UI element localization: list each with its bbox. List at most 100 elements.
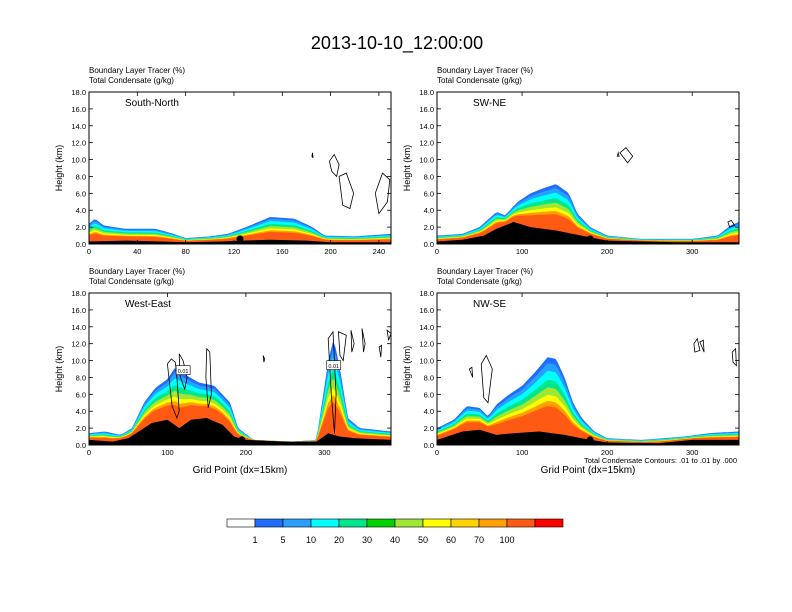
x-tick-label: 0 bbox=[87, 247, 91, 256]
colorbar-label: 10 bbox=[306, 535, 316, 545]
x-tick-label: 200 bbox=[324, 247, 337, 256]
y-tick-label: 14.0 bbox=[419, 122, 434, 131]
x-tick-label: 0 bbox=[87, 448, 91, 457]
x-tick-label: 120 bbox=[228, 247, 241, 256]
contour-note: Total Condensate Contours: .01 to .01 by… bbox=[584, 456, 737, 465]
x-tick-label: 240 bbox=[373, 247, 386, 256]
condensate-contour bbox=[374, 172, 391, 215]
colorbar: 1 5 10 20 30 40 50 60 70 100 bbox=[226, 518, 564, 545]
colorbar-label: 40 bbox=[390, 535, 400, 545]
y-tick-label: 2.0 bbox=[424, 424, 434, 433]
y-tick-label: 16.0 bbox=[71, 105, 86, 114]
y-tick-label: 4.0 bbox=[424, 206, 434, 215]
x-tick-label: 100 bbox=[161, 448, 174, 457]
y-tick-label: 16.0 bbox=[419, 105, 434, 114]
condensate-contour bbox=[350, 330, 355, 353]
condensate-contour bbox=[727, 219, 736, 228]
condensate-contour bbox=[480, 354, 493, 404]
legend-line: Total Condensate (g/kg) bbox=[437, 277, 522, 286]
y-tick-label: 8.0 bbox=[76, 172, 86, 181]
plot-frame bbox=[88, 91, 392, 245]
panel-south-north: Boundary Layer Tracer (%)Total Condensat… bbox=[54, 66, 392, 256]
legend-line: Boundary Layer Tracer (%) bbox=[437, 66, 533, 75]
y-tick-label: 4.0 bbox=[76, 407, 86, 416]
y-tick-label: 18.0 bbox=[419, 289, 434, 298]
legend-line: Boundary Layer Tracer (%) bbox=[437, 267, 533, 276]
y-tick-label: 2.0 bbox=[424, 223, 434, 232]
location-marker bbox=[586, 436, 594, 444]
location-marker bbox=[586, 235, 594, 243]
plot-frame bbox=[436, 292, 740, 446]
y-tick-label: 4.0 bbox=[76, 206, 86, 215]
terrain bbox=[437, 429, 739, 445]
condensate-contour bbox=[378, 344, 383, 358]
x-tick-label: 100 bbox=[516, 448, 529, 457]
y-tick-label: 12.0 bbox=[419, 139, 434, 148]
condensate-contour bbox=[205, 347, 212, 408]
y-tick-label: 0.0 bbox=[76, 240, 86, 249]
legend-line: Total Condensate (g/kg) bbox=[89, 277, 174, 286]
y-tick-label: 18.0 bbox=[71, 289, 86, 298]
y-tick-label: 10.0 bbox=[71, 357, 86, 366]
y-tick-label: 14.0 bbox=[419, 323, 434, 332]
colorbar-swatch bbox=[254, 518, 284, 528]
y-tick-label: 10.0 bbox=[419, 156, 434, 165]
x-tick-label: 40 bbox=[133, 247, 141, 256]
plot-frame bbox=[88, 292, 392, 446]
colorbar-label: 100 bbox=[499, 535, 514, 545]
colorbar-swatch bbox=[478, 518, 508, 528]
colorbar-swatch bbox=[450, 518, 480, 528]
condensate-contour bbox=[386, 329, 392, 341]
y-tick-label: 4.0 bbox=[424, 407, 434, 416]
colorbar-swatch bbox=[226, 518, 256, 528]
condensate-contour bbox=[338, 172, 355, 210]
panel-name: NW-SE bbox=[473, 299, 506, 310]
y-tick-label: 16.0 bbox=[419, 306, 434, 315]
contour-label-box bbox=[326, 360, 342, 370]
condensate-contour bbox=[327, 330, 337, 434]
condensate-contour bbox=[699, 339, 705, 353]
colorbar-swatch bbox=[506, 518, 536, 528]
condensate-contour bbox=[262, 355, 266, 363]
x-tick-label: 200 bbox=[601, 247, 614, 256]
condensate-contour bbox=[616, 151, 620, 157]
contour-label: 0.01 bbox=[328, 364, 339, 370]
x-tick-label: 300 bbox=[318, 448, 331, 457]
y-tick-label: 0.0 bbox=[424, 240, 434, 249]
y-tick-label: 14.0 bbox=[71, 122, 86, 131]
legend-line: Boundary Layer Tracer (%) bbox=[89, 267, 185, 276]
y-tick-label: 6.0 bbox=[76, 390, 86, 399]
panel-nw-se: Boundary Layer Tracer (%)Total Condensat… bbox=[402, 267, 740, 476]
y-tick-label: 8.0 bbox=[424, 172, 434, 181]
location-marker bbox=[238, 436, 246, 444]
colorbar-swatch bbox=[366, 518, 396, 528]
colorbar-swatch bbox=[422, 518, 452, 528]
y-tick-label: 18.0 bbox=[71, 88, 86, 97]
y-axis-label: Height (km) bbox=[54, 346, 64, 393]
colorbar-swatch bbox=[282, 518, 312, 528]
condensate-contour bbox=[693, 337, 701, 353]
y-tick-label: 18.0 bbox=[419, 88, 434, 97]
legend-line: Total Condensate (g/kg) bbox=[437, 76, 522, 85]
colorbar-label: 60 bbox=[446, 535, 456, 545]
x-tick-label: 200 bbox=[240, 448, 253, 457]
condensate-contour bbox=[328, 153, 340, 178]
condensate-contour bbox=[619, 147, 634, 164]
figure-title: 2013-10-10_12:00:00 bbox=[311, 33, 483, 54]
legend-line: Total Condensate (g/kg) bbox=[89, 76, 174, 85]
x-axis-label: Grid Point (dx=15km) bbox=[541, 465, 636, 476]
condensate-contour bbox=[166, 358, 180, 420]
y-tick-label: 2.0 bbox=[76, 424, 86, 433]
y-tick-label: 14.0 bbox=[71, 323, 86, 332]
y-axis-label: Height (km) bbox=[402, 346, 412, 393]
x-tick-label: 80 bbox=[181, 247, 189, 256]
panel-sw-ne: Boundary Layer Tracer (%)Total Condensat… bbox=[402, 66, 740, 256]
legend-line: Boundary Layer Tracer (%) bbox=[89, 66, 185, 75]
x-tick-label: 160 bbox=[276, 247, 289, 256]
condensate-contour bbox=[361, 328, 366, 353]
location-marker bbox=[236, 235, 244, 243]
terrain bbox=[89, 418, 391, 445]
y-tick-label: 12.0 bbox=[419, 340, 434, 349]
x-tick-label: 300 bbox=[686, 247, 699, 256]
